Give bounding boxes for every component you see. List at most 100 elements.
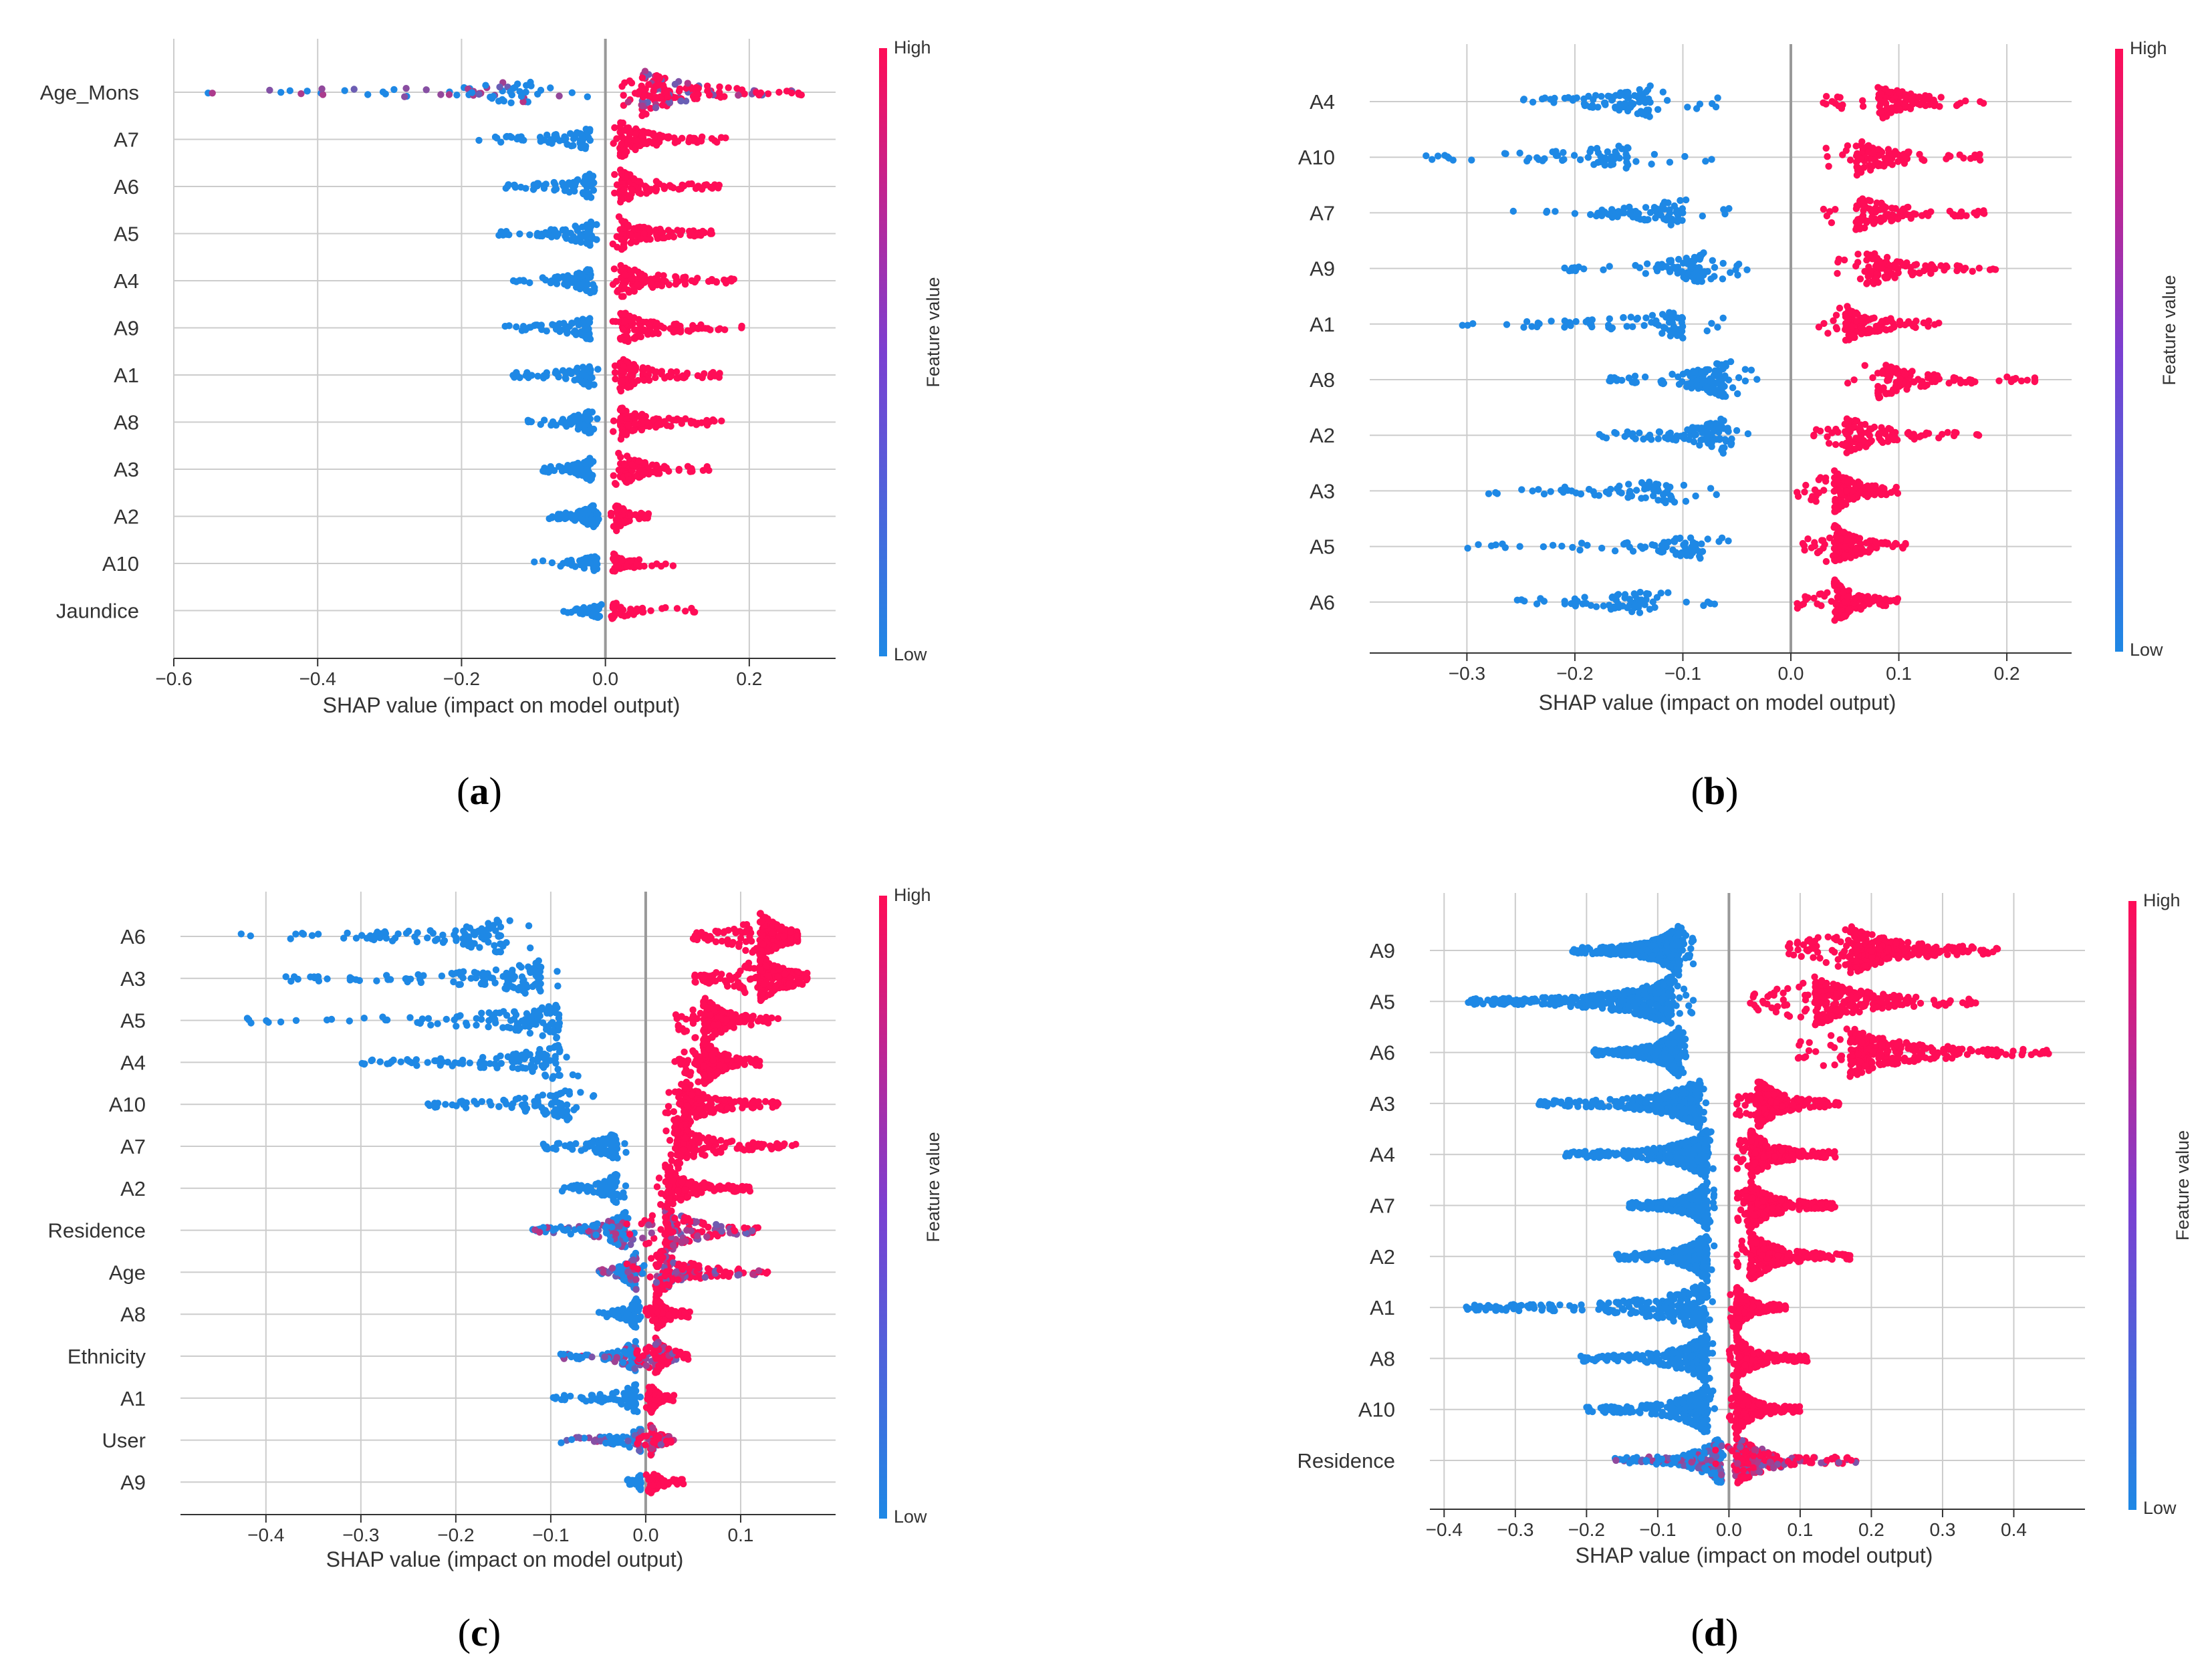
- beeswarm-row: [509, 356, 723, 395]
- shap-dot: [1677, 328, 1684, 336]
- shap-dot: [1712, 103, 1720, 111]
- shap-dot: [1559, 156, 1566, 164]
- shap-dot: [297, 90, 305, 98]
- shap-dot: [1568, 267, 1576, 274]
- shap-dot: [582, 505, 590, 513]
- shap-dot: [722, 134, 729, 142]
- shap-dot: [358, 932, 366, 939]
- shap-dot: [1889, 150, 1896, 158]
- shap-dot: [758, 918, 765, 926]
- shap-dot: [510, 181, 518, 189]
- shap-dot: [638, 426, 646, 434]
- shap-dot: [1648, 311, 1656, 319]
- shap-dot: [1886, 597, 1894, 604]
- shap-dot: [1618, 376, 1626, 384]
- shap-dot: [1945, 380, 1953, 387]
- shap-dot: [695, 325, 702, 332]
- shap-dot: [653, 560, 660, 567]
- shap-dot: [292, 1017, 300, 1024]
- shap-dot: [476, 944, 483, 951]
- shap-dot: [1659, 88, 1667, 96]
- shap-dot: [1880, 384, 1887, 392]
- shap-dot: [519, 277, 527, 284]
- shap-dot: [561, 133, 568, 140]
- shap-dot: [694, 275, 701, 282]
- shap-panel-c: −0.4 −0.3 −0.2 −0.1 0.0 0.1 SHAP value (impact…: [0, 838, 1106, 1677]
- shap-dot: [1612, 148, 1619, 156]
- shap-dot: [1838, 105, 1846, 112]
- shap-dot: [620, 92, 627, 99]
- shap-dot: [1587, 211, 1594, 219]
- shap-dot: [370, 936, 378, 944]
- shap-dot: [521, 1016, 529, 1023]
- shap-dot: [1720, 206, 1727, 213]
- shap-dot: [1930, 96, 1937, 104]
- shap-dot: [501, 322, 509, 330]
- shap-dot: [628, 372, 636, 380]
- shap-dot: [521, 989, 529, 997]
- shap-dot: [1535, 156, 1542, 163]
- shap-dot: [445, 91, 453, 98]
- shap-dot: [1925, 317, 1933, 325]
- shap-dot: [1840, 529, 1848, 536]
- shap-dot: [635, 457, 642, 465]
- shap-dot: [1834, 428, 1842, 436]
- shap-dot: [640, 223, 648, 231]
- shap-dot: [1661, 539, 1668, 546]
- feature-label: Ethnicity: [68, 1345, 146, 1368]
- shap-dot: [341, 87, 348, 94]
- shap-dot: [499, 973, 507, 980]
- shap-dot: [588, 475, 595, 483]
- shap-dot: [614, 506, 621, 513]
- shap-dot: [1860, 199, 1867, 207]
- beeswarm-row: [502, 166, 723, 206]
- shap-dot: [559, 226, 567, 234]
- shap-dot: [1620, 209, 1628, 217]
- beeswarm-row: [509, 262, 738, 300]
- shap-dot: [497, 923, 505, 930]
- shap-dot: [1841, 598, 1848, 606]
- shap-dot: [1475, 541, 1482, 548]
- shap-dot: [620, 293, 627, 300]
- shap-dot: [487, 94, 494, 101]
- shap-dot: [1693, 377, 1701, 385]
- shap-dot: [1834, 269, 1841, 277]
- shap-dot: [554, 515, 562, 523]
- shap-dot: [277, 1018, 285, 1026]
- shap-dot: [1632, 487, 1640, 494]
- shap-dot: [422, 86, 430, 94]
- shap-dot: [1614, 591, 1622, 598]
- shap-dot: [1995, 377, 2003, 384]
- shap-dot: [263, 1017, 270, 1025]
- shap-dot: [459, 974, 467, 982]
- shap-dot: [611, 480, 619, 487]
- shap-dot: [1801, 488, 1808, 496]
- shap-dot: [1858, 324, 1865, 332]
- shap-dot: [513, 278, 520, 285]
- shap-dot: [475, 90, 483, 98]
- shap-dot: [405, 927, 412, 935]
- shap-dot: [634, 232, 641, 240]
- shap-dot: [1951, 377, 1958, 384]
- shap-dot: [640, 376, 648, 384]
- shap-dot: [547, 279, 554, 287]
- shap-dot: [1856, 444, 1863, 451]
- shap-dot: [473, 928, 481, 936]
- shap-dot: [593, 221, 600, 229]
- shap-dot: [765, 991, 773, 999]
- shap-dot: [658, 605, 666, 612]
- shap-dot: [1516, 149, 1523, 157]
- shap-dot: [1880, 162, 1888, 170]
- shap-dot: [546, 1009, 554, 1017]
- shap-dot: [724, 936, 731, 944]
- shap-dot: [1679, 268, 1686, 275]
- shap-dot: [1820, 205, 1828, 213]
- shap-dot: [581, 144, 588, 152]
- shap-dot: [555, 373, 562, 381]
- x-tick-label: 0.1: [728, 1525, 754, 1545]
- shap-dot: [582, 326, 589, 333]
- shap-dot: [633, 608, 640, 616]
- shap-dot: [547, 463, 554, 471]
- beeswarm-row: [1459, 303, 1943, 344]
- shap-dot: [487, 974, 494, 981]
